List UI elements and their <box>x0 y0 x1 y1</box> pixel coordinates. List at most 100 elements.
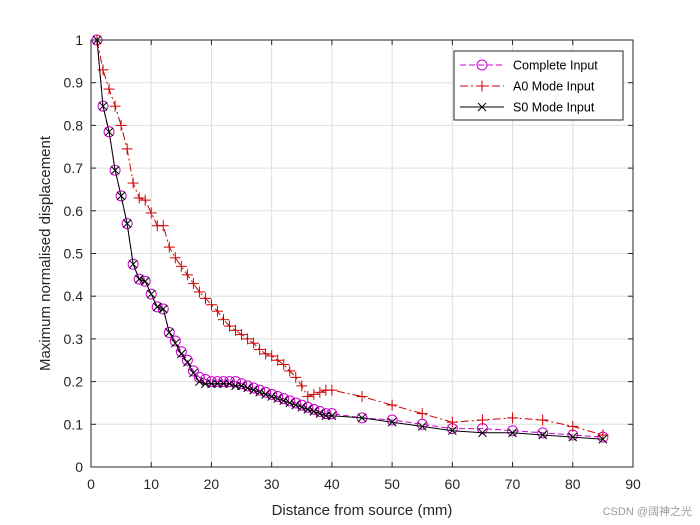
data-point-s0-mode-input <box>122 219 132 228</box>
data-point-a0-mode-input <box>254 344 266 356</box>
data-point-complete-input <box>230 376 242 388</box>
data-point-complete-input <box>115 190 127 202</box>
data-point-a0-mode-input <box>296 380 308 392</box>
data-point-a0-mode-input <box>386 399 398 411</box>
data-point-s0-mode-input <box>134 274 144 284</box>
series-layer <box>91 34 609 444</box>
legend-label: A0 Mode Input <box>513 80 595 94</box>
x-tick-label: 80 <box>565 476 581 492</box>
data-point-a0-mode-input <box>476 414 488 426</box>
x-tick-label: 90 <box>625 476 641 492</box>
data-point-s0-mode-input <box>225 379 234 389</box>
data-point-s0-mode-input <box>164 328 174 337</box>
y-tick-label: 0.9 <box>64 75 84 91</box>
data-point-s0-mode-input <box>303 405 313 414</box>
data-point-a0-mode-input <box>127 177 139 189</box>
data-point-a0-mode-input <box>109 100 121 112</box>
data-point-a0-mode-input <box>187 277 199 289</box>
data-point-complete-input <box>169 335 181 347</box>
legend-entry-complete-input: Complete Input <box>460 59 598 73</box>
y-tick-label: 0.1 <box>64 416 84 432</box>
data-point-a0-mode-input <box>242 333 254 345</box>
x-tick-label: 50 <box>384 476 400 492</box>
data-point-s0-mode-input <box>417 422 427 431</box>
data-point-a0-mode-input <box>248 337 260 349</box>
data-point-a0-mode-input <box>157 220 169 232</box>
data-point-s0-mode-input <box>152 302 162 312</box>
data-point-s0-mode-input <box>146 289 156 299</box>
data-point-s0-mode-input <box>327 411 337 421</box>
data-point-s0-mode-input <box>261 390 270 399</box>
data-point-complete-input <box>193 371 205 383</box>
data-point-s0-mode-input <box>285 398 295 408</box>
data-point-a0-mode-input <box>133 192 145 204</box>
data-point-complete-input <box>211 376 223 388</box>
y-tick-label: 0.8 <box>64 117 84 133</box>
x-tick-label: 0 <box>87 476 95 492</box>
data-point-complete-input <box>109 164 121 176</box>
data-point-a0-mode-input <box>278 359 290 371</box>
data-point-s0-mode-input <box>297 402 307 412</box>
data-point-s0-mode-input <box>98 101 108 111</box>
data-point-a0-mode-input <box>121 143 133 155</box>
data-point-s0-mode-input <box>158 304 168 314</box>
y-axis-label: Maximum normalised displacement <box>37 135 54 371</box>
data-point-s0-mode-input <box>387 417 397 427</box>
data-point-s0-mode-input <box>447 426 457 436</box>
data-point-s0-mode-input <box>279 396 289 406</box>
legend-label: S0 Mode Input <box>513 101 595 115</box>
y-tick-label: 0 <box>75 459 83 475</box>
x-tick-label: 10 <box>143 476 159 492</box>
data-point-a0-mode-input <box>230 324 242 336</box>
y-tick-label: 0.6 <box>64 203 84 219</box>
data-point-s0-mode-input <box>309 407 319 416</box>
y-tick-label: 1 <box>75 32 83 48</box>
data-point-s0-mode-input <box>140 276 150 286</box>
data-point-complete-input <box>217 376 229 388</box>
data-point-s0-mode-input <box>357 413 367 423</box>
data-point-s0-mode-input <box>104 127 114 137</box>
x-tick-label: 20 <box>204 476 220 492</box>
data-point-complete-input <box>236 378 248 390</box>
x-tick-label: 30 <box>264 476 280 492</box>
data-point-complete-input <box>151 301 163 313</box>
data-point-complete-input <box>139 275 151 287</box>
data-point-a0-mode-input <box>290 371 302 383</box>
data-point-s0-mode-input <box>267 392 277 401</box>
data-point-s0-mode-input <box>508 428 517 438</box>
x-tick-label: 60 <box>445 476 461 492</box>
data-point-a0-mode-input <box>163 241 175 253</box>
data-point-complete-input <box>205 376 217 388</box>
series-a0-mode-input <box>91 34 609 441</box>
data-point-complete-input <box>145 288 157 300</box>
data-point-a0-mode-input <box>416 408 428 420</box>
data-point-a0-mode-input <box>217 314 229 326</box>
data-point-complete-input <box>326 408 338 420</box>
watermark: CSDN @阔神之光 <box>602 506 692 518</box>
x-tick-label: 70 <box>505 476 521 492</box>
data-point-complete-input <box>157 303 169 315</box>
data-point-a0-mode-input <box>266 350 278 362</box>
legend-entry-a0-mode-input: A0 Mode Input <box>460 80 595 94</box>
data-point-a0-mode-input <box>356 391 368 403</box>
data-point-s0-mode-input <box>315 409 325 418</box>
data-point-a0-mode-input <box>260 348 272 360</box>
data-point-complete-input <box>416 418 428 430</box>
data-point-a0-mode-input <box>537 414 549 426</box>
data-point-a0-mode-input <box>314 386 326 398</box>
data-point-a0-mode-input <box>507 412 519 424</box>
data-point-a0-mode-input <box>446 416 458 428</box>
data-point-a0-mode-input <box>211 305 223 317</box>
data-point-a0-mode-input <box>236 329 248 341</box>
data-point-a0-mode-input <box>115 119 127 131</box>
data-point-a0-mode-input <box>169 252 181 264</box>
data-point-complete-input <box>187 365 199 377</box>
series-s0-mode-input <box>92 35 608 444</box>
y-tick-label: 0.2 <box>64 374 84 390</box>
legend-marker <box>477 102 487 112</box>
data-point-a0-mode-input <box>199 292 211 304</box>
data-point-a0-mode-input <box>193 286 205 298</box>
data-point-a0-mode-input <box>567 420 579 432</box>
data-point-s0-mode-input <box>110 165 120 175</box>
